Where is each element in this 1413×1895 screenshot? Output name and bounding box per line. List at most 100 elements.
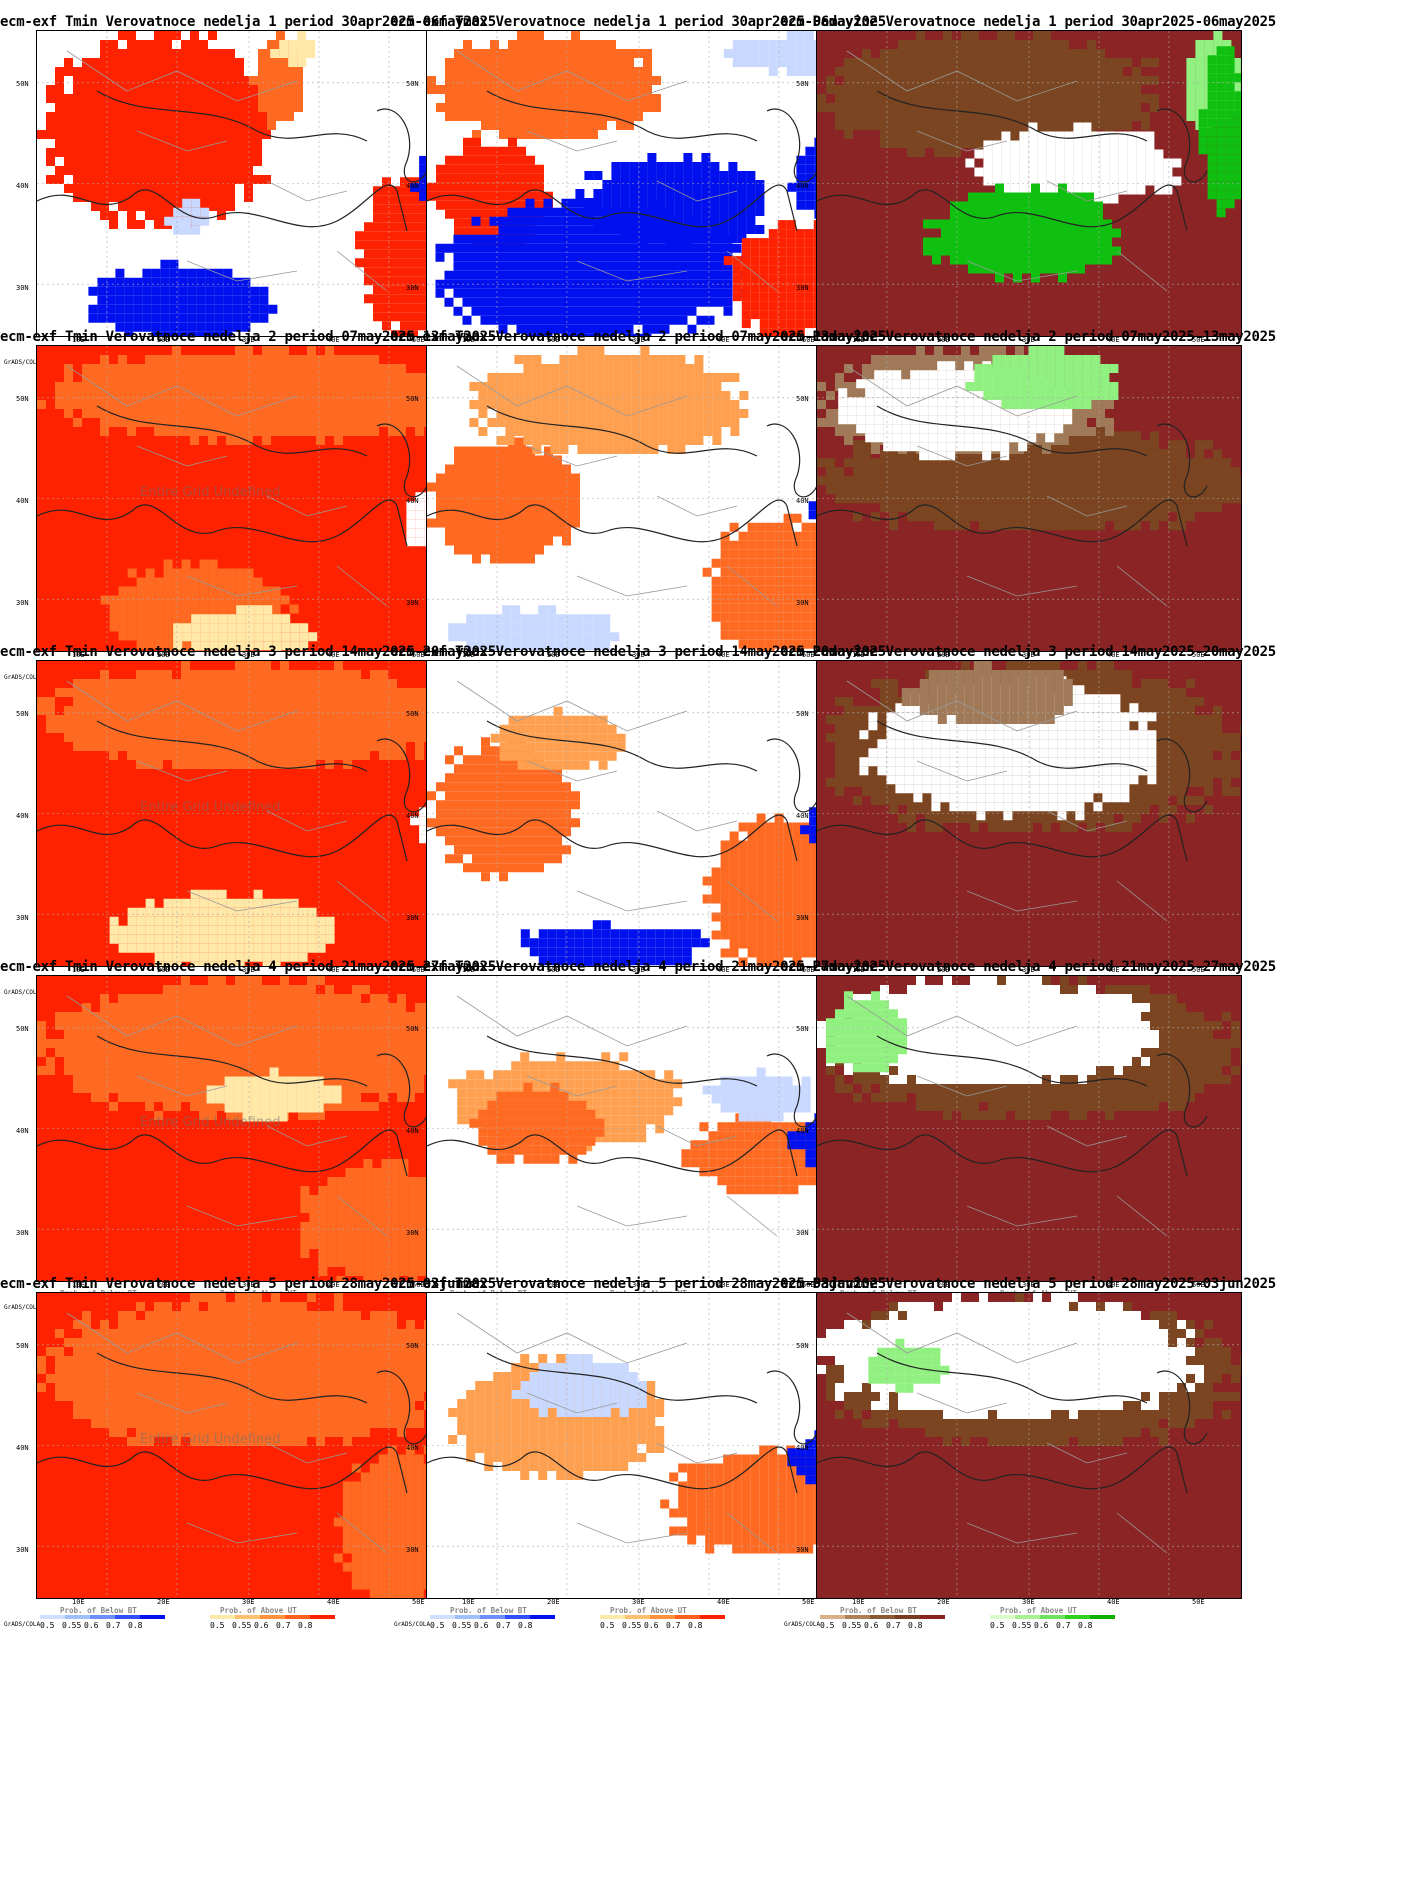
field-cell: [517, 509, 526, 519]
field-cell: [490, 58, 499, 67]
field-cell: [409, 312, 418, 322]
field-cell: [271, 391, 280, 400]
field-cell: [570, 315, 580, 325]
field-cell: [703, 409, 713, 418]
field-cell: [1064, 158, 1074, 168]
field-cell: [871, 364, 880, 373]
field-cell: [747, 630, 757, 640]
field-cell: [1042, 76, 1051, 85]
field-cell: [487, 418, 497, 427]
field-cell: [1234, 109, 1241, 119]
field-cell: [992, 158, 1002, 168]
field-cell: [759, 301, 769, 311]
field-cell: [172, 49, 181, 58]
field-cell: [514, 418, 524, 427]
field-cell: [199, 157, 208, 166]
field-cell: [151, 313, 161, 323]
field-cell: [1051, 512, 1060, 522]
field-cell: [1132, 103, 1141, 112]
field-cell: [471, 234, 481, 244]
field-cell: [550, 400, 560, 409]
field-cell: [817, 103, 826, 112]
field-cell: [952, 494, 961, 504]
field-cell: [244, 175, 253, 184]
field-cell: [1051, 67, 1060, 76]
field-cell: [907, 58, 916, 67]
field-cell: [925, 512, 934, 522]
field-cell: [472, 455, 481, 465]
field-cell: [1051, 458, 1060, 468]
field-cell: [1177, 476, 1186, 486]
field-cell: [100, 40, 109, 49]
field-cell: [244, 373, 253, 382]
field-cell: [795, 319, 805, 329]
field-cell: [571, 500, 580, 510]
field-cell: [571, 491, 580, 501]
field-cell: [217, 49, 226, 58]
field-cell: [835, 85, 844, 94]
field-cell: [611, 189, 621, 198]
field-cell: [541, 373, 551, 382]
field-cell: [543, 243, 553, 253]
field-cell: [997, 103, 1006, 112]
field-cell: [199, 364, 208, 373]
field-cell: [379, 373, 388, 382]
field-cell: [445, 67, 454, 76]
field-cell: [720, 576, 730, 586]
field-cell: [127, 112, 136, 121]
field-cell: [710, 225, 720, 234]
field-cell: [534, 324, 544, 334]
field-cell: [728, 180, 738, 189]
field-cell: [526, 94, 535, 103]
field-cell: [712, 373, 722, 382]
field-cell: [1150, 458, 1159, 468]
field-cell: [1031, 183, 1040, 193]
field-cell: [208, 139, 217, 148]
field-cell: [577, 400, 587, 409]
field-cell: [109, 148, 118, 157]
field-cell: [783, 576, 793, 586]
field-cell: [568, 409, 578, 418]
field-cell: [100, 112, 109, 121]
field-cell: [109, 58, 118, 67]
field-cell: [100, 364, 109, 373]
field-cell: [160, 295, 170, 305]
field-cell: [97, 313, 107, 323]
field-cell: [792, 549, 802, 559]
field-cell: [638, 243, 648, 252]
field-cell: [382, 222, 391, 232]
field-cell: [593, 171, 603, 180]
field-cell: [190, 427, 199, 436]
field-cell: [462, 279, 472, 289]
field-cell: [181, 613, 191, 623]
field-cell: [1198, 109, 1208, 119]
field-cell: [750, 49, 760, 58]
field-cell: [934, 85, 943, 94]
field-cell: [676, 355, 686, 364]
field-cell: [665, 207, 675, 216]
field-cell: [490, 536, 499, 546]
field-cell: [559, 400, 569, 409]
field-cell: [1136, 158, 1146, 168]
field-cell: [1049, 192, 1058, 202]
field-cell: [777, 310, 787, 320]
field-cell: [970, 494, 979, 504]
field-cell: [382, 204, 391, 214]
field-cell: [481, 536, 490, 546]
field-cell: [1073, 176, 1083, 186]
field-cell: [1064, 140, 1074, 150]
field-cell: [658, 355, 668, 364]
field-cell: [91, 202, 100, 211]
field-cell: [151, 268, 161, 278]
field-cell: [409, 249, 418, 259]
field-cell: [1060, 121, 1069, 130]
field-cell: [580, 121, 589, 130]
field-cell: [91, 103, 100, 112]
field-cell: [109, 166, 118, 175]
field-cell: [364, 276, 373, 286]
field-cell: [1225, 82, 1235, 92]
field-cell: [454, 500, 463, 510]
field-cell: [622, 427, 632, 436]
field-cell: [400, 231, 409, 241]
field-cell: [190, 391, 199, 400]
